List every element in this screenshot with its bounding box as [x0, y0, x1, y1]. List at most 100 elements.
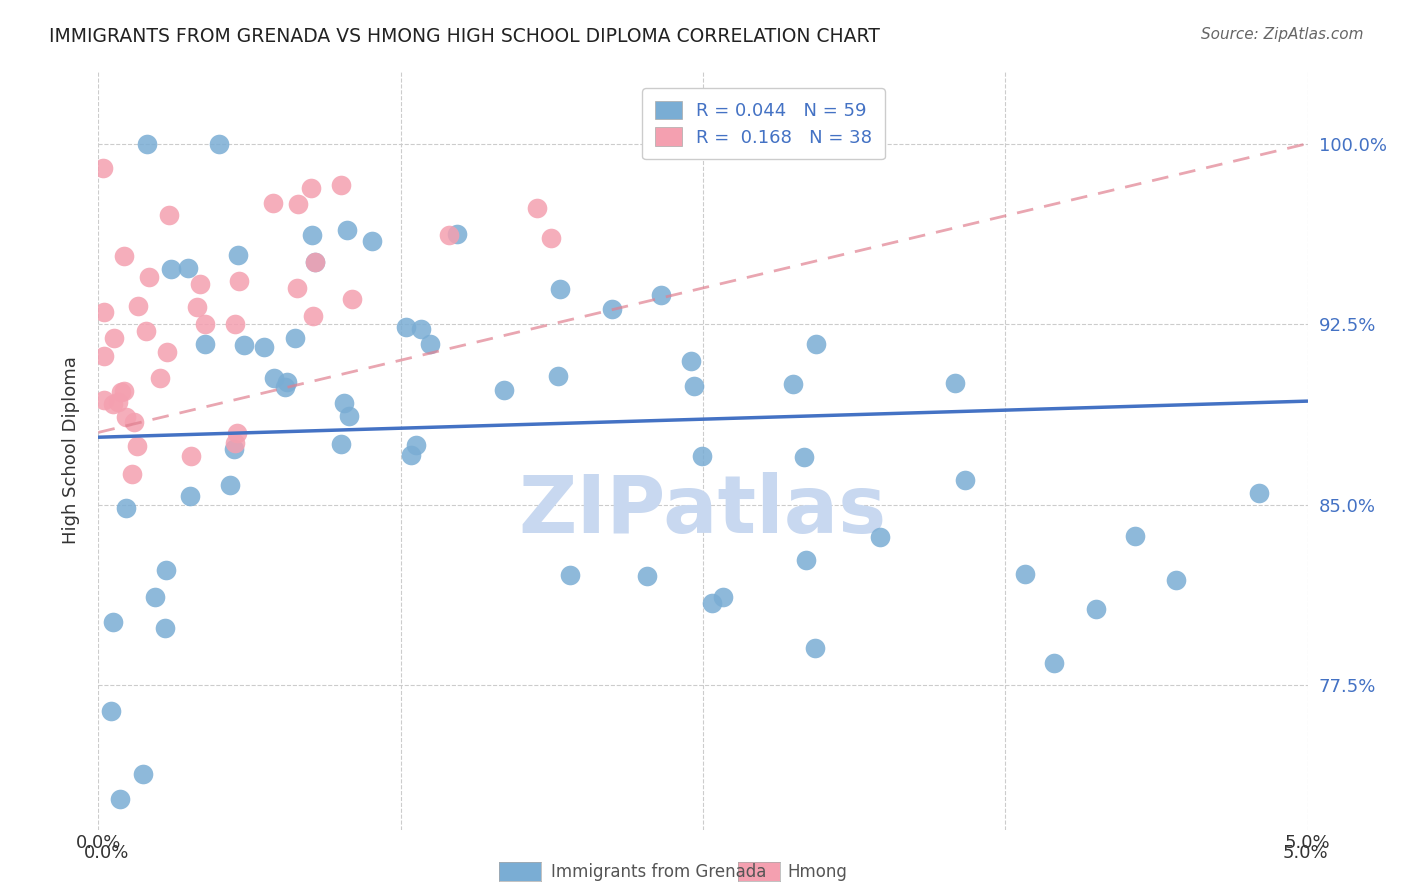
Legend: R = 0.044   N = 59, R =  0.168   N = 38: R = 0.044 N = 59, R = 0.168 N = 38: [643, 88, 884, 159]
Text: 0.0%: 0.0%: [84, 844, 129, 862]
Point: [394, 320, 416, 334]
Point: [149, 371, 172, 385]
Point: [526, 201, 548, 215]
Point: [399, 448, 422, 462]
Point: [155, 563, 177, 577]
Point: [135, 136, 157, 151]
Point: [125, 439, 148, 453]
Point: [1123, 529, 1146, 543]
Point: [419, 337, 441, 351]
Point: [176, 260, 198, 275]
Point: [683, 378, 706, 392]
Point: [91, 161, 114, 175]
Point: [186, 300, 208, 314]
Point: [794, 553, 817, 567]
Point: [1164, 574, 1187, 588]
Point: [304, 255, 326, 269]
Point: [228, 274, 250, 288]
Point: [93, 305, 115, 319]
Point: [153, 621, 176, 635]
Point: [494, 384, 516, 398]
Point: [188, 277, 211, 291]
Point: [869, 530, 891, 544]
Y-axis label: High School Diploma: High School Diploma: [62, 357, 80, 544]
Point: [276, 376, 298, 390]
Point: [157, 208, 180, 222]
Point: [222, 442, 245, 457]
Point: [110, 385, 132, 400]
Point: [287, 197, 309, 211]
Point: [233, 338, 256, 352]
Point: [953, 473, 976, 487]
Point: [93, 350, 115, 364]
Point: [547, 368, 569, 383]
Point: [160, 262, 183, 277]
Point: [101, 615, 124, 630]
Point: [224, 436, 246, 450]
Point: [329, 437, 352, 451]
Point: [700, 596, 723, 610]
Point: [93, 393, 115, 408]
Point: [115, 501, 138, 516]
Point: [108, 792, 131, 806]
Point: [274, 380, 297, 394]
Text: 5.0%: 5.0%: [1284, 844, 1329, 862]
Point: [1249, 485, 1271, 500]
Point: [337, 409, 360, 423]
Point: [446, 227, 468, 241]
Point: [226, 247, 249, 261]
Point: [650, 288, 672, 302]
Text: Hmong: Hmong: [787, 863, 848, 881]
Point: [548, 282, 571, 296]
Point: [179, 489, 201, 503]
Point: [194, 337, 217, 351]
Point: [127, 299, 149, 313]
Point: [301, 309, 323, 323]
Point: [284, 331, 307, 345]
Point: [560, 568, 582, 582]
Point: [1084, 601, 1107, 615]
Point: [804, 640, 827, 655]
Point: [333, 395, 356, 409]
Point: [782, 376, 804, 391]
Point: [299, 181, 322, 195]
Text: IMMIGRANTS FROM GRENADA VS HMONG HIGH SCHOOL DIPLOMA CORRELATION CHART: IMMIGRANTS FROM GRENADA VS HMONG HIGH SC…: [49, 27, 880, 45]
Point: [114, 410, 136, 425]
Point: [943, 376, 966, 390]
Point: [156, 344, 179, 359]
Point: [132, 766, 155, 780]
Point: [285, 281, 308, 295]
Point: [304, 255, 326, 269]
Point: [405, 438, 427, 452]
Point: [100, 704, 122, 718]
Text: ZIPatlas: ZIPatlas: [519, 472, 887, 550]
Text: Immigrants from Grenada: Immigrants from Grenada: [551, 863, 766, 881]
Point: [262, 196, 284, 211]
Point: [208, 136, 231, 151]
Point: [112, 384, 135, 398]
Point: [1042, 656, 1064, 670]
Point: [107, 394, 129, 409]
Point: [143, 590, 166, 604]
Point: [1014, 566, 1036, 581]
Point: [711, 590, 734, 604]
Point: [679, 354, 702, 368]
Point: [138, 270, 160, 285]
Text: Source: ZipAtlas.com: Source: ZipAtlas.com: [1201, 27, 1364, 42]
Point: [112, 249, 135, 263]
Point: [180, 449, 202, 463]
Point: [301, 228, 323, 243]
Point: [253, 340, 276, 354]
Point: [194, 317, 217, 331]
Point: [411, 321, 433, 335]
Point: [793, 450, 815, 464]
Point: [690, 450, 713, 464]
Point: [225, 426, 247, 441]
Point: [122, 416, 145, 430]
Point: [336, 223, 359, 237]
Point: [121, 467, 143, 482]
Point: [342, 293, 364, 307]
Point: [224, 318, 246, 332]
Point: [263, 370, 285, 384]
Point: [540, 231, 562, 245]
